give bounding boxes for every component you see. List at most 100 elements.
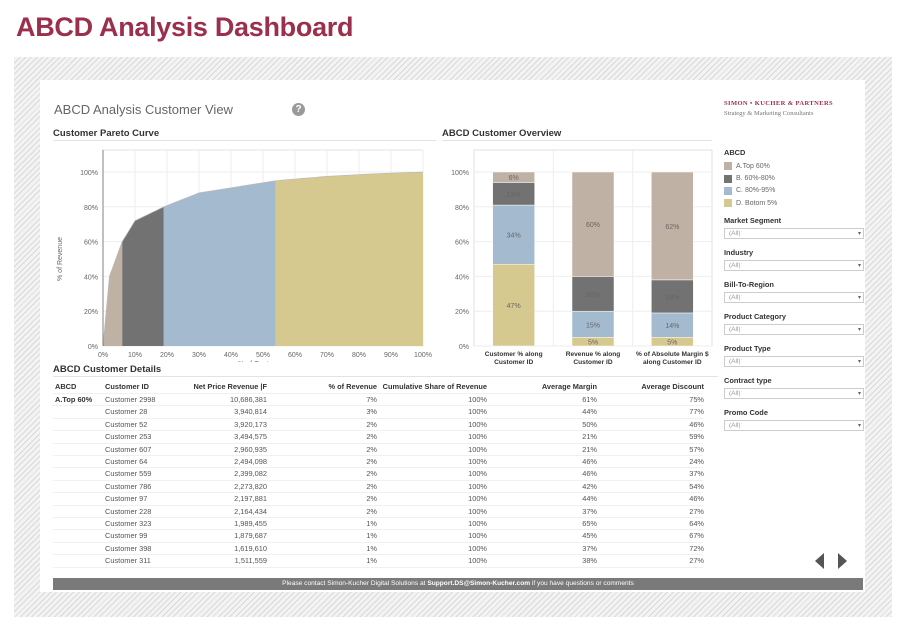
overview-title: ABCD Customer Overview: [442, 128, 562, 139]
legend-item[interactable]: B. 60%-80%: [724, 172, 864, 184]
cell-pct-revenue: 2%: [366, 506, 377, 516]
filter-value: (All): [729, 357, 741, 365]
cell-customer-id: Customer 97: [105, 494, 148, 504]
cell-net-price-revenue: 2,399,082: [234, 469, 267, 479]
pareto-y-tick: 80%: [84, 205, 98, 212]
cell-avg-margin: 61%: [582, 395, 597, 404]
previous-arrow-icon[interactable]: [815, 553, 824, 569]
page-title: ABCD Analysis Dashboard: [16, 12, 354, 42]
col-header-avg-margin[interactable]: Average Margin: [541, 382, 597, 391]
cell-net-price-revenue: 1,879,687: [234, 531, 267, 541]
table-row[interactable]: Customer 2998 10,686,381 7% 100% 61% 75%: [53, 393, 704, 405]
cell-net-price-revenue: 1,474,522: [183, 569, 267, 570]
cell-avg-discount: 77%: [689, 407, 704, 417]
overview-data-label: 6%: [509, 175, 519, 182]
legend-item[interactable]: C. 80%-95%: [724, 185, 864, 197]
cell-avg-discount: 46%: [689, 494, 704, 504]
cell-cumulative-share: 100%: [468, 444, 487, 454]
filter-dropdown[interactable]: (All) ▾: [724, 355, 864, 367]
view-title: ABCD Analysis Customer View: [54, 102, 233, 117]
filter-dropdown[interactable]: (All) ▾: [724, 291, 864, 303]
pareto-title: Customer Pareto Curve: [53, 128, 160, 139]
cell-avg-margin: 44%: [582, 407, 597, 417]
filter-value: (All): [729, 261, 741, 269]
support-email-link[interactable]: Support.DS@Simon-Kucher.com: [427, 580, 531, 587]
cell-pct-revenue: 2%: [366, 444, 377, 454]
table-row[interactable]: Customer 99 1,879,687 1% 100% 45% 67%: [53, 529, 704, 541]
chevron-down-icon[interactable]: ▾: [857, 358, 861, 365]
chevron-down-icon[interactable]: ▾: [857, 422, 861, 429]
cell-avg-margin: 21%: [582, 432, 597, 442]
overview-y-tick: 20%: [455, 309, 469, 316]
pareto-segment-c: [163, 180, 276, 346]
filter-dropdown[interactable]: (All) ▾: [724, 259, 864, 271]
legend-swatch: [724, 162, 732, 171]
table-row[interactable]: Customer 398 1,619,610 1% 100% 37% 72%: [53, 541, 704, 554]
col-header-net-price-revenue[interactable]: Net Price Revenue |F: [193, 382, 267, 391]
chevron-down-icon[interactable]: ▾: [857, 230, 861, 237]
cell-customer-id: Customer 253: [105, 432, 152, 442]
col-header-customer-id[interactable]: Customer ID: [105, 382, 149, 391]
overview-category-label: Customer ID: [494, 359, 533, 366]
table-row[interactable]: Customer 786 2,273,820 2% 100% 42% 54%: [53, 479, 704, 492]
cell-avg-discount: 54%: [689, 481, 704, 491]
cell-pct-revenue: 2%: [366, 481, 377, 491]
table-row[interactable]: Customer 97 2,197,881 2% 100% 44% 46%: [53, 492, 704, 504]
table-row[interactable]: Customer 311 1,511,559 1% 100% 38% 27%: [53, 554, 704, 566]
overview-y-tick: 40%: [455, 274, 469, 281]
overview-bar-segment: [492, 171, 535, 183]
col-header-cumulative-share[interactable]: Cumulative Share of Revenue: [382, 382, 487, 391]
help-icon[interactable]: ?: [292, 103, 305, 116]
chevron-down-icon[interactable]: ▾: [857, 390, 861, 397]
col-header-pct-revenue[interactable]: % of Revenue: [328, 382, 377, 391]
cell-customer-id: Customer 1257: [105, 569, 185, 570]
cell-avg-margin: 37%: [582, 543, 597, 553]
next-arrow-icon[interactable]: [838, 553, 847, 569]
table-row[interactable]: Customer 52 3,920,173 2% 100% 50% 46%: [53, 417, 704, 430]
legend-item[interactable]: A.Top 60%: [724, 160, 864, 172]
overview-category-label: Customer % along: [485, 351, 543, 358]
cell-pct-revenue: 2%: [366, 469, 377, 479]
pareto-x-tick: 40%: [224, 352, 238, 359]
cell-net-price-revenue: 3,940,814: [234, 407, 267, 417]
overview-data-label: 60%: [586, 222, 600, 229]
details-divider: [53, 376, 718, 377]
cell-avg-discount: 15%: [623, 569, 704, 570]
legend-swatch: [724, 186, 732, 195]
col-header-abcd[interactable]: ABCD: [55, 382, 77, 391]
filter-dropdown[interactable]: (All) ▾: [724, 323, 864, 335]
overview-y-tick: 100%: [451, 170, 469, 177]
abcd-legend: A.Top 60% B. 60%-80% C. 80%-95% D. Botom 5%: [724, 160, 864, 210]
pareto-x-tick: 60%: [288, 352, 302, 359]
cell-avg-margin: 65%: [582, 519, 597, 528]
filter-dropdown[interactable]: (All) ▾: [724, 387, 864, 399]
table-row[interactable]: Customer 228 2,164,434 2% 100% 37% 27%: [53, 504, 704, 517]
footer-text-pre: Please contact Simon-Kucher Digital Solu…: [282, 580, 428, 587]
pareto-y-label: % of Revenue: [57, 237, 64, 281]
table-row[interactable]: Customer 64 2,494,098 2% 100% 46% 24%: [53, 455, 704, 467]
chevron-down-icon[interactable]: ▾: [857, 326, 861, 333]
legend-item[interactable]: D. Botom 5%: [724, 197, 864, 209]
pareto-x-tick: 70%: [320, 352, 334, 359]
cell-pct-revenue: 2%: [366, 432, 377, 442]
table-row[interactable]: Customer 607 2,960,935 2% 100% 21% 57%: [53, 442, 704, 455]
table-row[interactable]: Customer 323 1,989,455 1% 100% 65% 64%: [53, 517, 704, 529]
table-row[interactable]: Customer 253 3,494,575 2% 100% 21% 59%: [53, 430, 704, 442]
overview-data-label: 20%: [586, 292, 600, 299]
chevron-down-icon[interactable]: ▾: [857, 262, 861, 269]
table-row[interactable]: Customer 559 2,399,082 2% 100% 46% 37%: [53, 467, 704, 479]
overview-data-label: 5%: [588, 340, 598, 347]
pareto-x-tick: 100%: [414, 352, 432, 359]
table-row[interactable]: Customer 28 3,940,814 3% 100% 44% 77%: [53, 405, 704, 417]
cell-cumulative-share: 100%: [468, 506, 487, 516]
col-header-avg-discount[interactable]: Average Discount: [641, 382, 704, 391]
filter-dropdown[interactable]: (All) ▾: [724, 227, 864, 239]
filter-dropdown[interactable]: (All) ▾: [724, 419, 864, 431]
overview-bar-segment: [651, 279, 694, 314]
chevron-down-icon[interactable]: ▾: [857, 294, 861, 301]
table-row[interactable]: Customer 12571,474,522 1%100% 45% 15%: [53, 566, 704, 570]
filter-label: Promo Code: [724, 407, 768, 417]
cell-customer-id: Customer 2998: [105, 395, 156, 404]
pareto-x-tick: 0%: [98, 352, 108, 359]
cell-avg-margin: 42%: [582, 481, 597, 491]
